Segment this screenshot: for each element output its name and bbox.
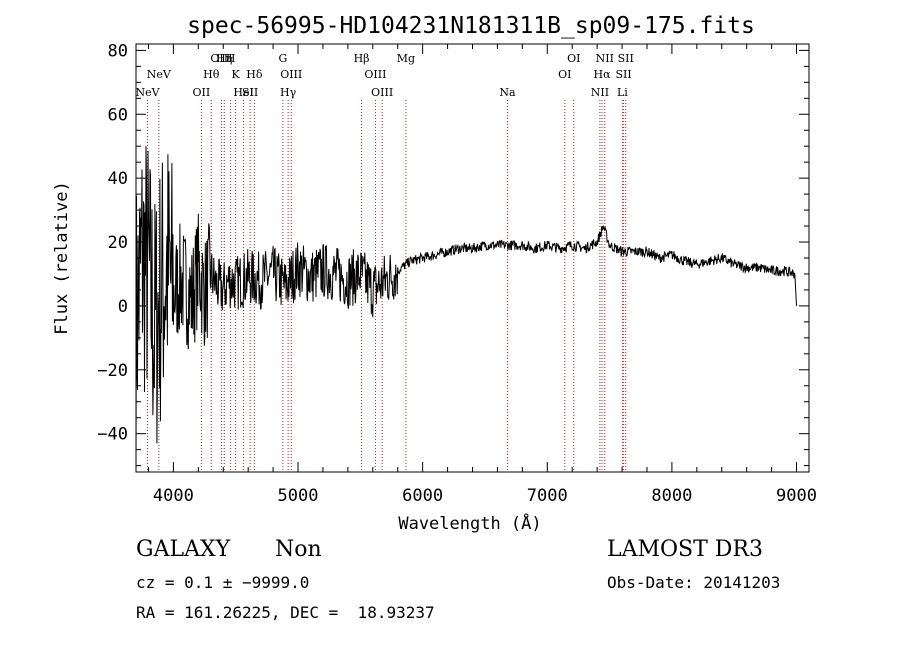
object-class-label: GALAXY xyxy=(136,537,231,562)
x-tick-label: 5000 xyxy=(278,486,319,506)
line-marker-label: H xyxy=(226,52,236,65)
line-marker-label: Hθ xyxy=(203,68,220,81)
x-tick-label: 9000 xyxy=(776,486,817,506)
line-marker-label: OI xyxy=(558,68,571,81)
x-axis-label: Wavelength (Å) xyxy=(398,512,541,534)
line-marker-label: OIII xyxy=(364,68,386,81)
x-tick-label: 4000 xyxy=(153,486,194,506)
chart-title: spec-56995-HD104231N181311B_sp09-175.fit… xyxy=(187,13,755,39)
line-marker-label: HeI xyxy=(233,86,253,99)
x-tick-label: 7000 xyxy=(527,486,568,506)
line-marker-label: Hβ xyxy=(354,52,370,65)
line-marker-label: SII xyxy=(618,52,634,65)
line-marker-label: Na xyxy=(499,86,516,99)
y-tick-label: 0 xyxy=(118,297,128,317)
redshift-line: cz = 0.1 ± −9999.0 xyxy=(136,573,310,592)
survey-label: LAMOST DR3 xyxy=(607,537,763,562)
line-marker-label: Hα xyxy=(593,68,611,81)
line-marker-label: SII xyxy=(616,68,632,81)
line-marker-label: SII xyxy=(242,86,258,99)
object-subclass-label: Non xyxy=(275,537,322,562)
line-marker-label: Hη xyxy=(216,52,232,65)
line-marker-label: Hγ xyxy=(280,86,297,99)
line-marker-label: OIII xyxy=(210,52,232,65)
y-tick-label: 60 xyxy=(108,105,128,125)
y-tick-label: −40 xyxy=(97,425,128,445)
line-marker-label: Mg xyxy=(397,52,415,65)
x-tick-label: 8000 xyxy=(651,486,692,506)
x-tick-label: 6000 xyxy=(402,486,443,506)
line-marker-label: OI xyxy=(567,52,580,65)
line-marker-label: G xyxy=(278,52,287,65)
line-marker-label: NeV xyxy=(136,86,161,99)
line-marker-label: OIII xyxy=(280,68,302,81)
y-tick-label: 20 xyxy=(108,233,128,253)
line-marker-label: K xyxy=(231,68,240,81)
y-tick-label: 80 xyxy=(108,41,128,61)
plot-frame xyxy=(135,43,810,473)
obs-date-line: Obs-Date: 20141203 xyxy=(607,573,781,592)
y-tick-label: 40 xyxy=(108,169,128,189)
coordinates-line: RA = 161.26225, DEC = 18.93237 xyxy=(136,603,435,622)
y-axis-label: Flux (relative) xyxy=(52,181,72,335)
y-tick-label: −20 xyxy=(97,361,128,381)
line-markers: NeVNeVOIIHθOIIIHηHKHeIHδSIIGOIIIHγHβOIII… xyxy=(136,52,634,472)
line-marker-label: OIII xyxy=(371,86,393,99)
line-marker-label: NII xyxy=(591,86,609,99)
line-marker-label: NII xyxy=(596,52,614,65)
line-marker-label: OII xyxy=(193,86,211,99)
line-marker-label: Hδ xyxy=(246,68,263,81)
line-marker-label: Li xyxy=(617,86,628,99)
spectrum-series-line xyxy=(135,146,797,466)
line-marker-label: NeV xyxy=(147,68,172,81)
